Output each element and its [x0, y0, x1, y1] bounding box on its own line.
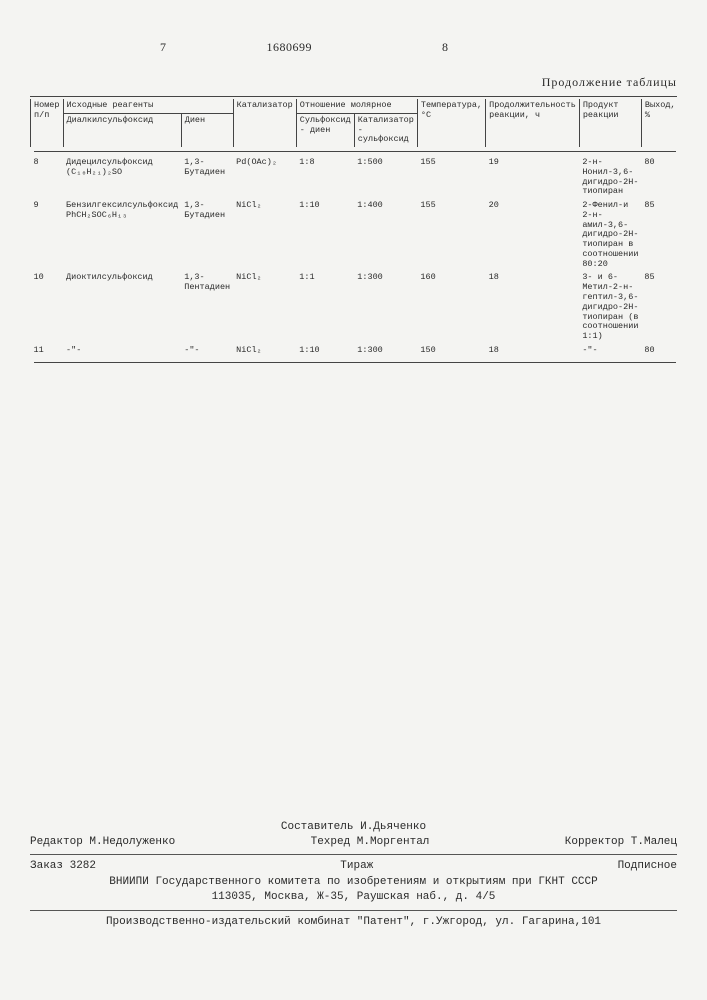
c-m2: 1:500 — [354, 156, 417, 199]
compiler: Составитель И.Дьяченко — [30, 820, 677, 835]
c-p: 2-Фенил-и 2-н-амил-3,6-дигидро-2H-тиопир… — [579, 199, 641, 271]
doc-number: 1680699 — [267, 40, 313, 55]
c-m2: 1:300 — [354, 344, 417, 358]
c-cat: NiCl₂ — [233, 271, 296, 343]
col-num-right: 8 — [442, 40, 449, 55]
table-row: 9 Бензилгексилсульфоксид PhCH₂SOC₆H₁₃ 1,… — [31, 199, 679, 271]
h-mol: Отношение молярное — [296, 99, 417, 113]
c-m1: 1:10 — [296, 199, 354, 271]
c-t: 155 — [417, 156, 485, 199]
h-reagents: Исходные реагенты — [63, 99, 233, 113]
c-y: 85 — [641, 271, 678, 343]
c-t: 160 — [417, 271, 485, 343]
c-sulf: Бензилгексилсульфоксид PhCH₂SOC₆H₁₃ — [63, 199, 181, 271]
c-n: 8 — [31, 156, 64, 199]
addr1: 113035, Москва, Ж-35, Раушская наб., д. … — [30, 890, 677, 905]
c-m1: 1:1 — [296, 271, 354, 343]
c-sulf: Дидецилсульфоксид (C₁₀H₂₁)₂SO — [63, 156, 181, 199]
table-continuation-caption: Продолжение таблицы — [30, 75, 677, 90]
reactions-table: Номер п/п Исходные реагенты Катализатор … — [30, 99, 679, 367]
header-row-1: Номер п/п Исходные реагенты Катализатор … — [31, 99, 679, 113]
h-cat: Катализатор — [233, 99, 296, 147]
h-yield: Выход, % — [641, 99, 678, 147]
c-m1: 1:8 — [296, 156, 354, 199]
c-d: 18 — [486, 344, 580, 358]
c-dien: 1,3-Пентадиен — [181, 271, 233, 343]
c-sulf: Диоктилсульфоксид — [63, 271, 181, 343]
c-n: 9 — [31, 199, 64, 271]
table-row: 8 Дидецилсульфоксид (C₁₀H₂₁)₂SO 1,3-Бута… — [31, 156, 679, 199]
c-y: 80 — [641, 156, 678, 199]
c-t: 150 — [417, 344, 485, 358]
c-y: 80 — [641, 344, 678, 358]
c-p: -"- — [579, 344, 641, 358]
c-cat: NiCl₂ — [233, 344, 296, 358]
page-column-numbers: 7 1680699 8 — [30, 40, 677, 55]
tehred: Техред М.Моргентал — [311, 835, 430, 850]
c-t: 155 — [417, 199, 485, 271]
imprint-footer: Составитель И.Дьяченко Редактор М.Недолу… — [30, 820, 677, 930]
c-n: 10 — [31, 271, 64, 343]
c-m2: 1:300 — [354, 271, 417, 343]
order: Заказ 3282 — [30, 859, 96, 874]
h-mol1: Сульфоксид - диен — [296, 113, 354, 147]
c-dien: -"- — [181, 344, 233, 358]
rule-top — [30, 96, 677, 97]
c-m1: 1:10 — [296, 344, 354, 358]
c-dien: 1,3-Бутадиен — [181, 156, 233, 199]
h-dien: Диен — [181, 113, 233, 147]
rule-bottom — [34, 362, 676, 363]
h-num: Номер п/п — [31, 99, 64, 147]
c-cat: Pd(OAc)₂ — [233, 156, 296, 199]
footer-rule-1 — [30, 854, 677, 855]
org: ВНИИПИ Государственного комитета по изоб… — [30, 875, 677, 890]
col-num-left: 7 — [160, 40, 167, 55]
subscr: Подписное — [618, 859, 677, 874]
c-sulf: -"- — [63, 344, 181, 358]
footer-rule-2 — [30, 910, 677, 911]
c-p: 2-н-Нонил-3,6-дигидро-2H-тиопиран — [579, 156, 641, 199]
c-n: 11 — [31, 344, 64, 358]
c-dien: 1,3-Бутадиен — [181, 199, 233, 271]
h-sulf: Диалкилсульфоксид — [63, 113, 181, 147]
c-d: 19 — [486, 156, 580, 199]
c-m2: 1:400 — [354, 199, 417, 271]
h-prod: Продукт реакции — [579, 99, 641, 147]
editor: Редактор М.Недолуженко — [30, 835, 175, 850]
c-d: 18 — [486, 271, 580, 343]
h-mol2: Катализатор - сульфоксид — [354, 113, 417, 147]
corrector: Корректор Т.Малец — [565, 835, 677, 850]
addr2: Производственно-издательский комбинат "П… — [30, 915, 677, 930]
c-cat: NiCl₂ — [233, 199, 296, 271]
h-dur: Продолжительность реакции, ч — [486, 99, 580, 147]
rule-mid — [34, 151, 676, 152]
tirazh: Тираж — [340, 859, 373, 874]
c-y: 85 — [641, 199, 678, 271]
c-p: 3- и 6-Метил-2-н-гептил-3,6-дигидро-2H-т… — [579, 271, 641, 343]
h-temp: Температура, °C — [417, 99, 485, 147]
table-row: 10 Диоктилсульфоксид 1,3-Пентадиен NiCl₂… — [31, 271, 679, 343]
c-d: 20 — [486, 199, 580, 271]
table-row: 11 -"- -"- NiCl₂ 1:10 1:300 150 18 -"- 8… — [31, 344, 679, 358]
